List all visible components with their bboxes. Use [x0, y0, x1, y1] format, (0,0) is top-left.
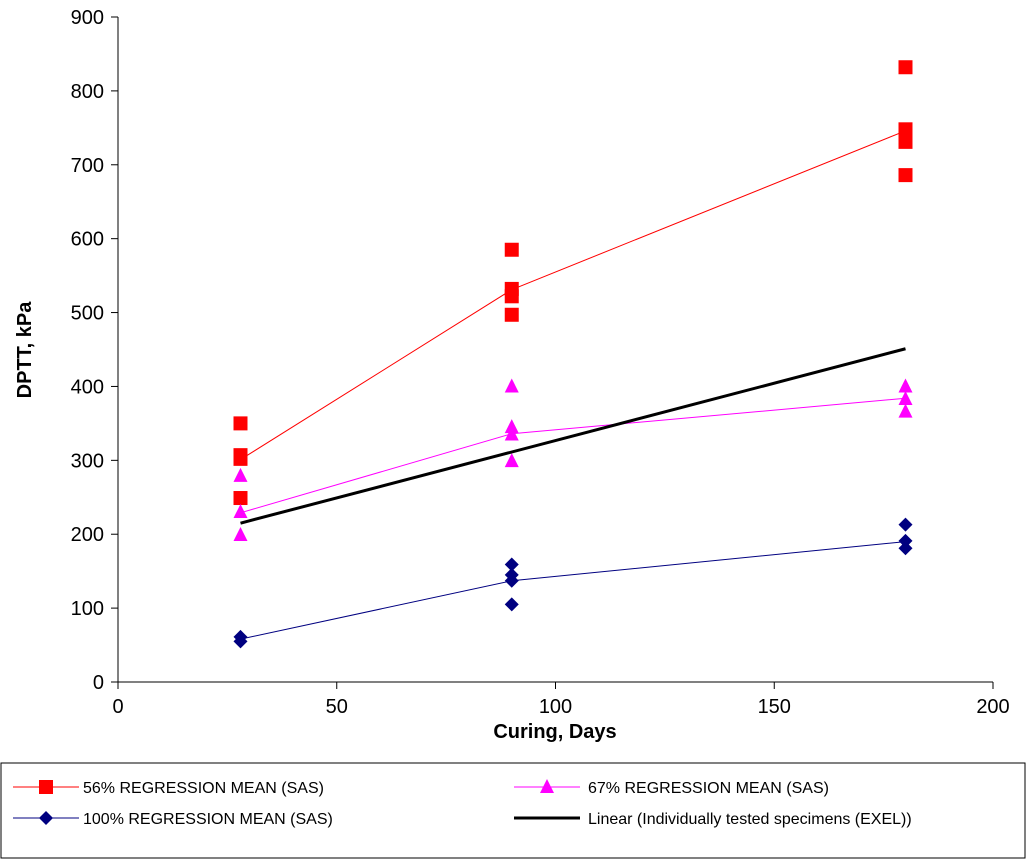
data-point — [898, 541, 913, 556]
x-axis-title: Curing, Days — [493, 721, 616, 743]
legend-marker — [39, 811, 53, 825]
data-point — [233, 504, 248, 519]
plot-area — [233, 60, 913, 649]
series-2 — [233, 378, 913, 541]
data-point — [504, 557, 519, 572]
series-4 — [240, 347, 906, 525]
data-point — [898, 134, 913, 149]
data-point — [504, 419, 519, 434]
ticks: 0 100 200 300 400 500 600 700 800 900 0 50 100 150 200 — [71, 7, 1010, 718]
data-point — [504, 597, 519, 612]
legend-marker — [39, 780, 53, 794]
data-point — [898, 391, 913, 406]
data-point — [504, 307, 519, 322]
data-point — [898, 168, 913, 183]
data-point — [504, 426, 519, 441]
y-tick-label: 0 — [93, 672, 104, 694]
y-tick-label: 400 — [71, 376, 104, 398]
data-point — [233, 634, 248, 649]
axes — [117, 17, 993, 683]
data-point — [898, 378, 913, 393]
x-tick-label: 100 — [539, 696, 572, 718]
data-point — [504, 289, 519, 304]
series-1 — [233, 60, 913, 506]
y-tick-label: 600 — [71, 229, 104, 251]
legend: 56% REGRESSION MEAN (SAS) 67% REGRESSION … — [0, 762, 1026, 859]
data-point — [504, 242, 519, 257]
series-3 — [233, 517, 913, 649]
x-tick-label: 200 — [976, 696, 1009, 718]
legend-label: 56% REGRESSION MEAN (SAS) — [83, 780, 324, 797]
data-point — [233, 451, 248, 466]
data-point — [898, 517, 913, 532]
x-tick-label: 0 — [112, 696, 123, 718]
legend-label: Linear (Individually tested specimens (E… — [588, 811, 912, 828]
x-tick-label: 150 — [758, 696, 791, 718]
data-point — [898, 60, 913, 75]
y-tick-label: 500 — [71, 303, 104, 325]
y-tick-label: 100 — [71, 598, 104, 620]
data-point — [898, 533, 913, 548]
data-point — [233, 416, 248, 431]
data-point — [504, 573, 519, 588]
data-point — [898, 122, 913, 137]
x-tick-label: 50 — [326, 696, 348, 718]
series-line — [240, 130, 906, 461]
legend-item: 100% REGRESSION MEAN (SAS) — [13, 811, 333, 828]
y-tick-label: 200 — [71, 524, 104, 546]
y-tick-label: 700 — [71, 155, 104, 177]
y-tick-label: 900 — [71, 7, 104, 29]
series-line — [240, 541, 906, 640]
data-point — [504, 453, 519, 468]
trendline — [240, 347, 906, 525]
y-axis-title: DPTT, kPa — [14, 301, 36, 399]
y-tick-label: 300 — [71, 450, 104, 472]
legend-item: 56% REGRESSION MEAN (SAS) — [13, 780, 324, 797]
data-point — [504, 378, 519, 393]
data-point — [898, 403, 913, 418]
legend-item: 67% REGRESSION MEAN (SAS) — [514, 779, 829, 797]
data-point — [233, 491, 248, 506]
data-point — [233, 526, 248, 541]
legend-label: 67% REGRESSION MEAN (SAS) — [588, 780, 829, 797]
legend-label: 100% REGRESSION MEAN (SAS) — [83, 811, 333, 828]
legend-marker — [540, 779, 554, 793]
y-tick-label: 800 — [71, 81, 104, 103]
legend-box — [0, 762, 1026, 859]
legend-item: Linear (Individually tested specimens (E… — [514, 811, 912, 828]
data-point — [233, 467, 248, 482]
